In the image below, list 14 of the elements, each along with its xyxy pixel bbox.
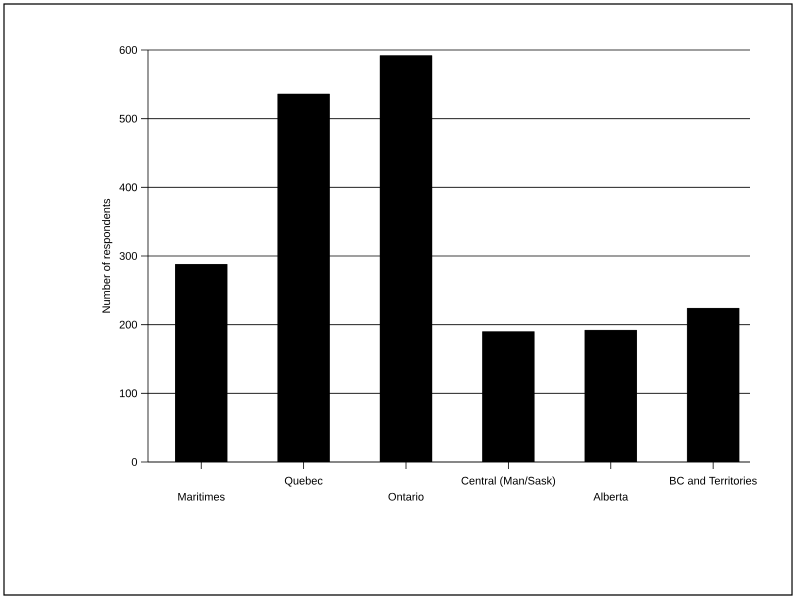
x-tick-label: Alberta bbox=[593, 492, 628, 501]
x-tick-label: Central (Man/Sask) bbox=[462, 476, 556, 487]
y-tick-label: 200 bbox=[120, 320, 138, 329]
x-tick-label: Maritimes bbox=[178, 492, 225, 501]
y-tick-label: 300 bbox=[120, 252, 138, 260]
y-axis-title: Number of respondents bbox=[102, 198, 112, 313]
y-tick-label: 0 bbox=[132, 458, 138, 466]
y-tick-label: 500 bbox=[120, 114, 138, 123]
x-tick-label: BC and Territories bbox=[670, 476, 757, 485]
y-tick-label: 100 bbox=[120, 389, 138, 398]
x-tick-label: Ontario bbox=[388, 492, 424, 501]
y-tick-label: 600 bbox=[120, 46, 138, 54]
y-tick-label: 400 bbox=[119, 183, 138, 192]
x-tick-label: Quebec bbox=[284, 476, 323, 487]
